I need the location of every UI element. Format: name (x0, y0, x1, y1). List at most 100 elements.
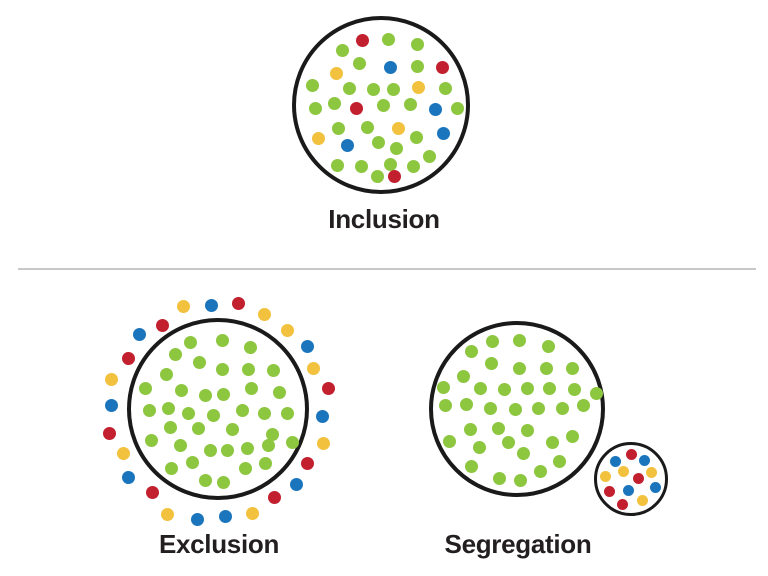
dot-red (102, 426, 116, 440)
dot-blue (428, 102, 442, 116)
segregation-circle (429, 321, 605, 497)
dot-green (491, 421, 505, 435)
dot-yellow (617, 465, 629, 477)
dot-green (331, 121, 345, 135)
dot-blue (190, 512, 204, 526)
dot-green (258, 456, 272, 470)
dot-green (191, 421, 205, 435)
dot-green (173, 438, 187, 452)
dot-yellow (104, 372, 118, 386)
dot-green (520, 423, 534, 437)
dot-green (539, 361, 553, 375)
dot-green (243, 340, 257, 354)
inclusion-circle (292, 16, 470, 194)
inclusion-label: Inclusion (328, 204, 440, 234)
dot-green (483, 401, 497, 415)
dot-blue (289, 477, 303, 491)
dot-green (381, 32, 395, 46)
dot-yellow (636, 494, 648, 506)
dot-green (238, 461, 252, 475)
dot-green (436, 380, 450, 394)
dot-red (231, 296, 245, 310)
dot-green (203, 443, 217, 457)
dot-red (387, 169, 401, 183)
dot-red (145, 485, 159, 499)
dot-green (272, 385, 286, 399)
dot-blue (104, 398, 118, 412)
dot-red (349, 101, 363, 115)
dot-green (542, 381, 556, 395)
dot-yellow (316, 436, 330, 450)
dot-green (163, 420, 177, 434)
dot-green (164, 461, 178, 475)
dot-green (206, 408, 220, 422)
dot-green (497, 382, 511, 396)
dot-green (142, 403, 156, 417)
dot-green (360, 120, 374, 134)
dot-blue (649, 481, 661, 493)
dot-green (442, 434, 456, 448)
dot-green (215, 333, 229, 347)
dot-green (552, 454, 566, 468)
dot-green (280, 406, 294, 420)
dot-green (215, 362, 229, 376)
dot-blue (300, 339, 314, 353)
dot-green (181, 406, 195, 420)
dot-red (321, 381, 335, 395)
dot-green (265, 427, 279, 441)
dot-green (327, 96, 341, 110)
dot-red (121, 351, 135, 365)
dot-green (244, 381, 258, 395)
dot-green (366, 82, 380, 96)
dot-green (144, 433, 158, 447)
dot-green (335, 43, 349, 57)
dot-green (352, 56, 366, 70)
dot-red (616, 498, 628, 510)
dot-green (513, 473, 527, 487)
dot-green (531, 401, 545, 415)
dot-blue (315, 409, 329, 423)
dot-green (342, 81, 356, 95)
dot-green (464, 344, 478, 358)
dot-green (198, 388, 212, 402)
dot-green (410, 59, 424, 73)
dot-green (576, 398, 590, 412)
dot-green (257, 406, 271, 420)
dot-blue (340, 138, 354, 152)
segregation-label: Segregation (444, 529, 592, 559)
dot-green (261, 438, 275, 452)
dot-green (409, 130, 423, 144)
dot-red (267, 490, 281, 504)
dot-yellow (311, 131, 325, 145)
dot-green (383, 157, 397, 171)
dot-green (567, 382, 581, 396)
dot-red (632, 472, 644, 484)
dot-yellow (245, 506, 259, 520)
dot-yellow (280, 323, 294, 337)
dot-green (565, 361, 579, 375)
dot-blue (132, 327, 146, 341)
dot-green (389, 141, 403, 155)
dot-green (354, 159, 368, 173)
dot-green (533, 464, 547, 478)
dot-green (192, 355, 206, 369)
dot-yellow (411, 80, 425, 94)
dot-yellow (645, 466, 657, 478)
dot-green (541, 339, 555, 353)
dot-green (185, 455, 199, 469)
dot-green (422, 149, 436, 163)
dot-green (168, 347, 182, 361)
dot-green (241, 362, 255, 376)
dot-yellow (257, 307, 271, 321)
dot-red (603, 485, 615, 497)
dot-green (138, 381, 152, 395)
dot-green (183, 335, 197, 349)
exclusion-circle (127, 318, 309, 500)
dot-yellow (116, 446, 130, 460)
dot-green (198, 473, 212, 487)
dot-blue (121, 470, 135, 484)
dot-green (225, 422, 239, 436)
dot-green (508, 402, 522, 416)
dot-green (159, 367, 173, 381)
